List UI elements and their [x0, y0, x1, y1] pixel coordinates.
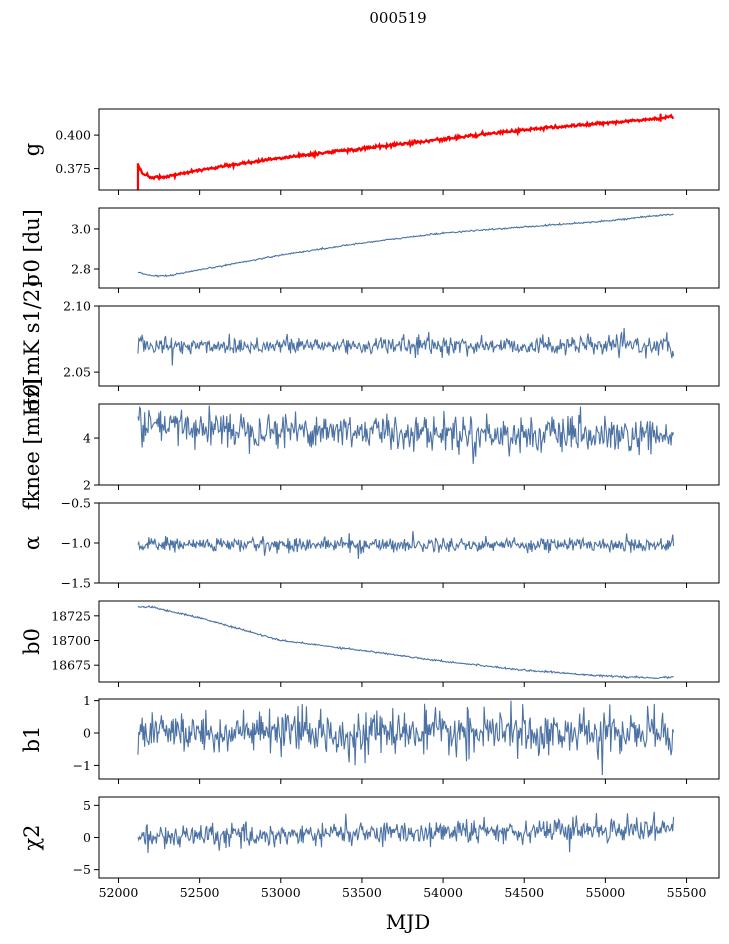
y-tick-label: 18675: [51, 658, 91, 673]
y-tick-label: 1: [83, 693, 91, 708]
y-tick-label: −1.0: [61, 536, 91, 551]
y-tick-label: −5: [73, 862, 91, 877]
series-line-alpha: [137, 530, 675, 560]
axes-frame-g: [98, 108, 720, 191]
y-tick-label: 4: [83, 431, 91, 446]
axes-frame-sigma0_du: [98, 207, 720, 289]
series-line-b0: [137, 605, 674, 680]
y-tick-label: −0.5: [61, 496, 91, 511]
panel-sigma0_mK: 2.05 2.10 σ0[mK s1/2]: [20, 281, 720, 412]
y-tick-label: 2.10: [63, 299, 91, 314]
x-tick-label: 53000: [261, 885, 301, 900]
y-axis-label-alpha: α: [20, 536, 44, 550]
y-axis-label-b1: b1: [20, 726, 44, 753]
y-axis-label-sigma0_du: σ0 [du]: [20, 209, 44, 287]
y-tick-label: 0: [83, 830, 91, 845]
y-axis-label-chi2: χ2: [20, 824, 44, 850]
y-tick-label: −1: [73, 758, 91, 773]
y-tick-label: 0: [83, 726, 91, 741]
y-tick-label: 18725: [51, 608, 91, 623]
y-axis-label-fknee: fknee [mHz]: [20, 379, 44, 510]
x-tick-label: 52500: [180, 885, 220, 900]
y-tick-label: 2.8: [71, 262, 91, 277]
fit-line-g: [136, 113, 675, 182]
x-tick-label: 52000: [99, 885, 139, 900]
axes-frame-b0: [98, 600, 720, 683]
x-tick-label: 54500: [504, 885, 544, 900]
series-line-chi2: [137, 811, 675, 853]
series-line-sigma0_du: [137, 213, 674, 278]
axes-frame-chi2: [98, 796, 720, 879]
series-line-sigma0_mK: [137, 327, 675, 366]
y-tick-label: 2.05: [63, 365, 91, 380]
panel-fknee: 2 4 fknee [mHz]: [20, 379, 720, 510]
panel-b0: 18675 18700 18725 b0: [20, 600, 720, 687]
series-line-fknee: [137, 405, 675, 465]
y-axis-label-b0: b0: [20, 628, 44, 655]
panel-g: 0.375 0.400 g: [20, 108, 720, 195]
x-tick-label: 55000: [586, 885, 626, 900]
axes-frame-sigma0_mK: [98, 305, 720, 387]
y-tick-label: −1.5: [61, 576, 91, 591]
y-tick-label: 3.0: [71, 222, 91, 237]
x-axis-label: MJD: [386, 910, 431, 934]
x-tick-label: 54000: [423, 885, 463, 900]
x-tick-label: 53500: [342, 885, 382, 900]
series-line-b1: [137, 700, 675, 776]
axes-frame-fknee: [98, 403, 720, 486]
y-tick-label: 5: [83, 798, 91, 813]
figure-title: 000519: [369, 9, 426, 27]
axes-frame-b1: [98, 698, 720, 780]
y-tick-label: 2: [83, 478, 91, 493]
y-tick-label: 0.375: [55, 161, 91, 176]
panel-alpha: −1.5 −1.0 −0.5 α: [20, 496, 720, 591]
y-axis-label-sigma0_mK: σ0[mK s1/2]: [20, 281, 44, 412]
y-tick-label: 18700: [51, 633, 91, 648]
y-tick-label: 0.400: [55, 128, 91, 143]
panel-sigma0_du: 2.8 3.0 σ0 [du]: [20, 207, 720, 293]
panel-b1: −1 0 1 b1: [20, 693, 720, 784]
x-tick-label: 55500: [667, 885, 707, 900]
y-axis-label-g: g: [20, 143, 44, 156]
panel-chi2: −5 0 5 52000 52500 53000 53500 54000 54500 55000 5…: [20, 796, 720, 900]
